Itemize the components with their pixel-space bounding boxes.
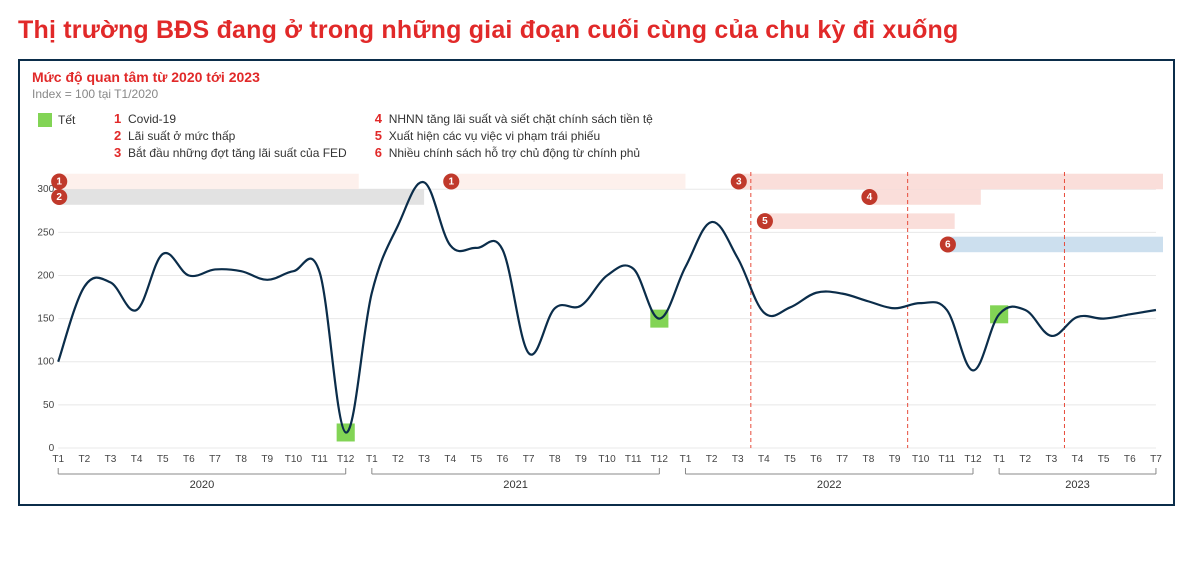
- y-axis-tick-label: 200: [37, 271, 54, 282]
- x-axis-month-label: T4: [131, 454, 143, 465]
- event-marker-number: 3: [736, 177, 742, 188]
- legend-item-text: Xuất hiện các vụ việc vi phạm trái phiếu: [389, 129, 600, 143]
- x-axis-month-label: T6: [497, 454, 509, 465]
- chart-svg: 0501001502002503001213456T1T2T3T4T5T6T7T…: [30, 168, 1163, 498]
- legend-item-text: Bắt đầu những đợt tăng lãi suất của FED: [128, 146, 347, 160]
- x-axis-month-label: T12: [964, 454, 982, 465]
- event-band: [450, 174, 685, 190]
- legend-item-number: 6: [375, 145, 385, 160]
- x-axis-year-label: 2020: [190, 479, 215, 491]
- x-axis-month-label: T7: [523, 454, 535, 465]
- legend-item: 4 NHNN tăng lãi suất và siết chặt chính s…: [375, 111, 653, 126]
- legend-item-number: 3: [114, 145, 124, 160]
- x-axis-month-label: T1: [52, 454, 64, 465]
- legend-item-number: 5: [375, 128, 385, 143]
- legend-item-text: NHNN tăng lãi suất và siết chặt chính sá…: [389, 112, 653, 126]
- x-axis-month-label: T3: [418, 454, 430, 465]
- x-axis-month-label: T5: [784, 454, 796, 465]
- chart-subtitle: Mức độ quan tâm từ 2020 tới 2023: [32, 69, 1163, 85]
- x-axis-year-label: 2023: [1065, 479, 1090, 491]
- x-axis-month-label: T5: [157, 454, 169, 465]
- x-axis-month-label: T10: [285, 454, 303, 465]
- x-axis-month-label: T10: [912, 454, 930, 465]
- x-axis-year-label: 2022: [817, 479, 842, 491]
- page-title: Thị trường BĐS đang ở trong những giai đ…: [18, 16, 1175, 45]
- event-marker-number: 6: [945, 239, 951, 250]
- legend-item-number: 4: [375, 111, 385, 126]
- event-band: [868, 189, 980, 205]
- chart-legend: Tết 1 Covid-19 2 Lãi suất ở mức thấp 3 Bắt đầ…: [38, 111, 1163, 160]
- legend-item-number: 1: [114, 111, 124, 126]
- x-axis-month-label: T9: [889, 454, 901, 465]
- x-axis-month-label: T2: [706, 454, 718, 465]
- event-band: [764, 213, 955, 229]
- event-marker-number: 1: [56, 177, 62, 188]
- event-marker-number: 5: [762, 216, 768, 227]
- x-axis-month-label: T10: [598, 454, 616, 465]
- legend-item: 3 Bắt đầu những đợt tăng lãi suất của FED: [114, 145, 347, 160]
- event-marker-number: 4: [867, 192, 873, 203]
- legend-tet-label: Tết: [58, 113, 75, 127]
- legend-column-2: 4 NHNN tăng lãi suất và siết chặt chính s…: [375, 111, 653, 160]
- y-axis-tick-label: 100: [37, 357, 54, 368]
- legend-column-1: 1 Covid-19 2 Lãi suất ở mức thấp 3 Bắt đầu nh…: [114, 111, 347, 160]
- x-axis-month-label: T7: [209, 454, 221, 465]
- chart-frame: Mức độ quan tâm từ 2020 tới 2023 Index =…: [18, 59, 1175, 506]
- x-axis-year-label: 2021: [503, 479, 528, 491]
- x-axis-month-label: T9: [261, 454, 273, 465]
- event-band: [58, 189, 424, 205]
- event-band: [58, 174, 359, 190]
- event-marker-number: 1: [448, 177, 454, 188]
- legend-item: 5 Xuất hiện các vụ việc vi phạm trái phiế…: [375, 128, 653, 143]
- x-axis-month-label: T4: [1072, 454, 1084, 465]
- x-axis-month-label: T7: [836, 454, 848, 465]
- chart-plot: 0501001502002503001213456T1T2T3T4T5T6T7T…: [30, 168, 1163, 498]
- x-axis-month-label: T2: [392, 454, 404, 465]
- x-axis-month-label: T3: [732, 454, 744, 465]
- y-axis-tick-label: 0: [49, 443, 55, 454]
- legend-tet: Tết: [38, 113, 86, 127]
- legend-item-number: 2: [114, 128, 124, 143]
- x-axis-month-label: T11: [625, 454, 642, 465]
- event-band: [947, 237, 1163, 253]
- x-axis-month-label: T3: [105, 454, 117, 465]
- x-axis-month-label: T6: [183, 454, 195, 465]
- x-axis-month-label: T5: [471, 454, 483, 465]
- legend-item: 2 Lãi suất ở mức thấp: [114, 128, 347, 143]
- event-band: [738, 174, 1163, 190]
- x-axis-month-label: T5: [1098, 454, 1110, 465]
- tet-swatch-icon: [38, 113, 52, 127]
- chart-index-note: Index = 100 tại T1/2020: [32, 87, 1163, 101]
- legend-item: 1 Covid-19: [114, 111, 347, 126]
- event-marker-number: 2: [56, 192, 62, 203]
- y-axis-tick-label: 50: [43, 400, 55, 411]
- x-axis-month-label: T6: [810, 454, 822, 465]
- legend-item: 6 Nhiều chính sách hỗ trợ chủ động từ chí…: [375, 145, 653, 160]
- x-axis-month-label: T2: [78, 454, 90, 465]
- x-axis-month-label: T9: [575, 454, 587, 465]
- x-axis-month-label: T8: [549, 454, 561, 465]
- x-axis-month-label: T4: [444, 454, 456, 465]
- y-axis-tick-label: 150: [37, 314, 54, 325]
- x-axis-month-label: T11: [311, 454, 328, 465]
- x-axis-month-label: T12: [337, 454, 355, 465]
- page-root: Thị trường BĐS đang ở trong những giai đ…: [0, 0, 1193, 524]
- legend-item-text: Nhiều chính sách hỗ trợ chủ động từ chín…: [389, 146, 640, 160]
- x-axis-month-label: T1: [680, 454, 692, 465]
- legend-item-text: Covid-19: [128, 112, 176, 126]
- x-axis-month-label: T6: [1124, 454, 1136, 465]
- x-axis-month-label: T1: [366, 454, 378, 465]
- x-axis-month-label: T7: [1150, 454, 1162, 465]
- x-axis-month-label: T11: [939, 454, 956, 465]
- x-axis-month-label: T12: [651, 454, 669, 465]
- x-axis-month-label: T8: [235, 454, 247, 465]
- legend-item-text: Lãi suất ở mức thấp: [128, 129, 235, 143]
- x-axis-month-label: T8: [863, 454, 875, 465]
- x-axis-month-label: T4: [758, 454, 770, 465]
- x-axis-month-label: T3: [1046, 454, 1058, 465]
- x-axis-month-label: T2: [1019, 454, 1031, 465]
- x-axis-month-label: T1: [993, 454, 1005, 465]
- y-axis-tick-label: 250: [37, 227, 54, 238]
